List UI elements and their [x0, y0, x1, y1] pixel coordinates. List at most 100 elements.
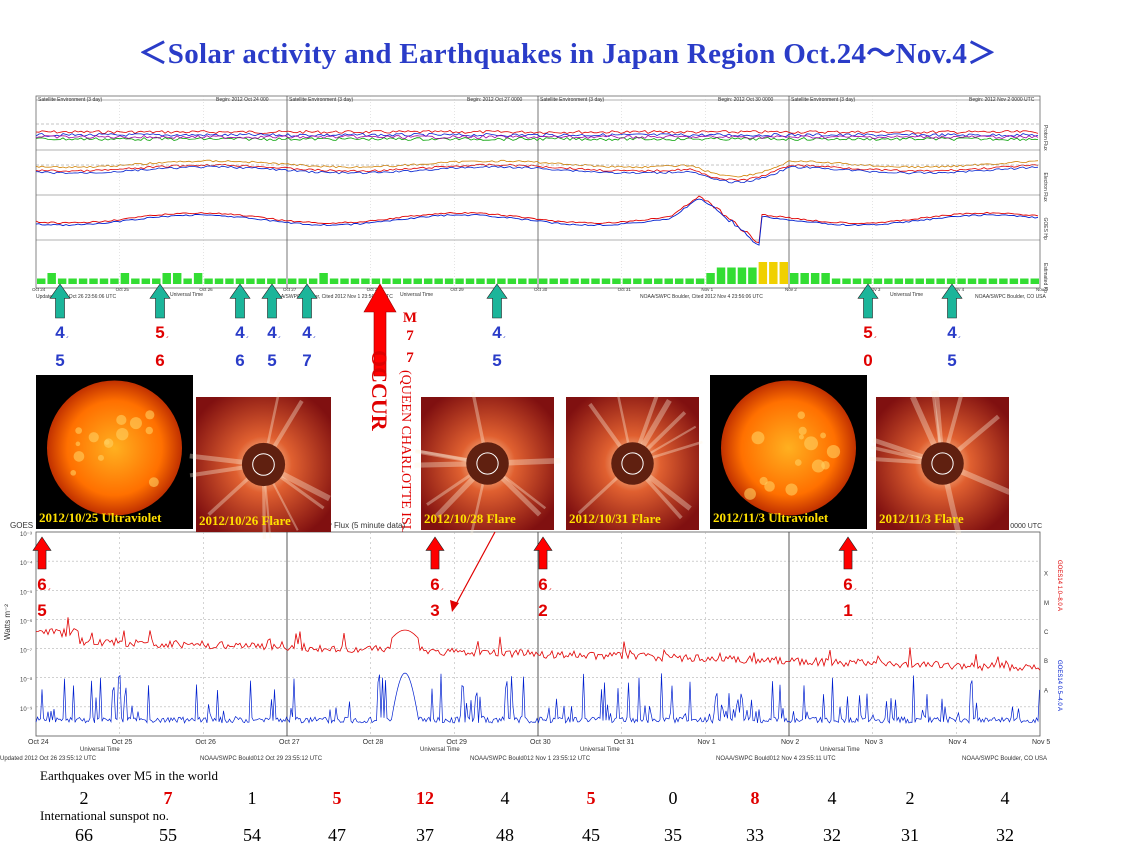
y-tick-label: 10⁻⁵ — [20, 589, 33, 596]
kp-bar — [225, 278, 234, 284]
active-region — [116, 414, 127, 426]
kp-bar — [612, 278, 621, 284]
kp-bar — [403, 278, 412, 284]
flare-class-label: X — [1044, 572, 1048, 578]
active-region — [794, 459, 802, 466]
decimal-mark: ´ — [166, 335, 169, 347]
xray-footer: Universal Time — [80, 747, 120, 753]
up-arrow-icon — [941, 283, 963, 319]
kp-bar — [810, 273, 820, 284]
kp-bar — [486, 278, 496, 284]
kp-bar — [873, 278, 883, 284]
xray-footer: Universal Time — [580, 747, 620, 753]
major-event-magnitude-label: M — [403, 310, 417, 326]
kp-bar — [716, 267, 726, 284]
decimal-mark: ´ — [441, 587, 444, 599]
kp-bar — [915, 278, 924, 284]
kp-bar — [748, 267, 757, 284]
y-tick-label: 10⁻⁴ — [20, 560, 33, 567]
sunspot-row-label: International sunspot no. — [40, 808, 169, 823]
earthquake-count-cell: 5 — [333, 788, 342, 808]
sunspot-number-cell: 55 — [159, 825, 177, 845]
up-arrow-icon — [49, 283, 71, 319]
x-tick-label: Oct 24 — [32, 287, 46, 292]
active-region — [148, 477, 159, 488]
decimal-mark: ´ — [874, 335, 877, 347]
electron-flux-line — [35, 165, 1039, 184]
sunspot-number-cell: 66 — [75, 825, 93, 845]
kp-bar — [1009, 278, 1019, 284]
kp-bar — [99, 278, 109, 284]
earthquake-count-cell: 12 — [416, 788, 434, 808]
occulter-disk — [241, 442, 286, 487]
coronagraph-image — [566, 391, 703, 530]
japan-quake-mag-bottom: 6 — [235, 351, 244, 370]
kp-bar — [434, 278, 443, 284]
earthquake-count-cell: 8 — [751, 788, 760, 808]
earthquake-count-cell: 2 — [906, 788, 915, 808]
xray-footer: NOAA/SWPC Bould012 Nov 4 23:55:11 UTC — [716, 756, 836, 762]
kp-bar — [706, 273, 715, 284]
kp-bar — [465, 278, 475, 284]
kp-bar — [340, 278, 349, 284]
x-tick-label: Oct 24 — [28, 739, 49, 746]
kp-bar — [999, 278, 1008, 284]
up-arrow-icon — [838, 536, 858, 570]
x-tick-label: Oct 28 — [363, 739, 384, 746]
kp-bar — [256, 278, 266, 284]
japan-quake-mag-top: 4 — [235, 323, 245, 342]
kp-bar — [831, 278, 841, 284]
satellite-footer: NOAA/SWPC Boulder, CO USA — [975, 294, 1047, 300]
japan-quake-mag-top: 4 — [302, 323, 312, 342]
kp-bar — [152, 278, 161, 284]
active-region — [73, 451, 85, 462]
flare-class-label: A — [1044, 688, 1048, 694]
up-arrow-icon — [149, 283, 171, 319]
earthquake-count-cell: 5 — [587, 788, 596, 808]
pointer-line — [454, 531, 496, 607]
japan-quake-mag-bottom: 5 — [55, 351, 64, 370]
x-tick-label: Oct 26 — [195, 739, 216, 746]
kp-bar — [633, 278, 642, 284]
kp-bar — [518, 278, 527, 284]
xray-header: GOES Xray Flux (5 minute data) — [290, 521, 405, 530]
earthquake-count-cell: 4 — [828, 788, 837, 808]
kp-bar — [120, 273, 130, 284]
x-tick-label: Oct 29 — [450, 287, 464, 292]
satellite-footer: Universal Time — [400, 292, 433, 298]
kp-bar — [580, 278, 590, 284]
kp-bar — [78, 278, 88, 284]
up-arrow-icon — [533, 536, 553, 570]
kp-bar — [371, 278, 381, 284]
active-region — [88, 432, 99, 443]
image-caption: 2012/10/25 Ultraviolet — [39, 510, 162, 525]
kp-bar — [800, 273, 809, 284]
decimal-mark: ´ — [278, 335, 281, 347]
sunspot-number-cell: 33 — [746, 825, 764, 845]
flare-quake-mag-bottom: 3 — [430, 601, 439, 620]
major-event-location: (QUEEN CHARLOTTE ISLANDS) — [398, 370, 413, 576]
flare-class-label: C — [1044, 630, 1049, 636]
kp-bar — [946, 278, 956, 284]
up-arrow-icon — [229, 283, 251, 319]
kp-bar — [695, 278, 705, 284]
japan-quake-mag-top: 4 — [947, 323, 957, 342]
xray-short-series — [35, 672, 1040, 725]
up-arrow-icon — [425, 536, 445, 570]
x-tick-label: Oct 29 — [446, 739, 467, 746]
x-tick-label: Nov 2 — [785, 287, 797, 292]
x-tick-label: Oct 31 — [618, 287, 632, 292]
x-tick-label: Nov 1 — [697, 739, 715, 746]
occulter-disk — [466, 442, 509, 485]
kp-bar — [235, 278, 245, 284]
kp-bar — [988, 278, 998, 284]
series-label-long: GOES14 1.0–8.0 A — [1056, 560, 1062, 611]
japan-quake-mag-bottom: 7 — [302, 351, 311, 370]
y-tick-label: 10⁻⁸ — [20, 677, 33, 684]
image-caption: 2012/11/3 Flare — [879, 511, 964, 526]
active-region — [744, 488, 756, 500]
flare-quake-mag-bottom: 5 — [37, 601, 46, 620]
x-tick-label: Oct 28 — [367, 287, 381, 292]
sunspot-number-cell: 32 — [823, 825, 841, 845]
